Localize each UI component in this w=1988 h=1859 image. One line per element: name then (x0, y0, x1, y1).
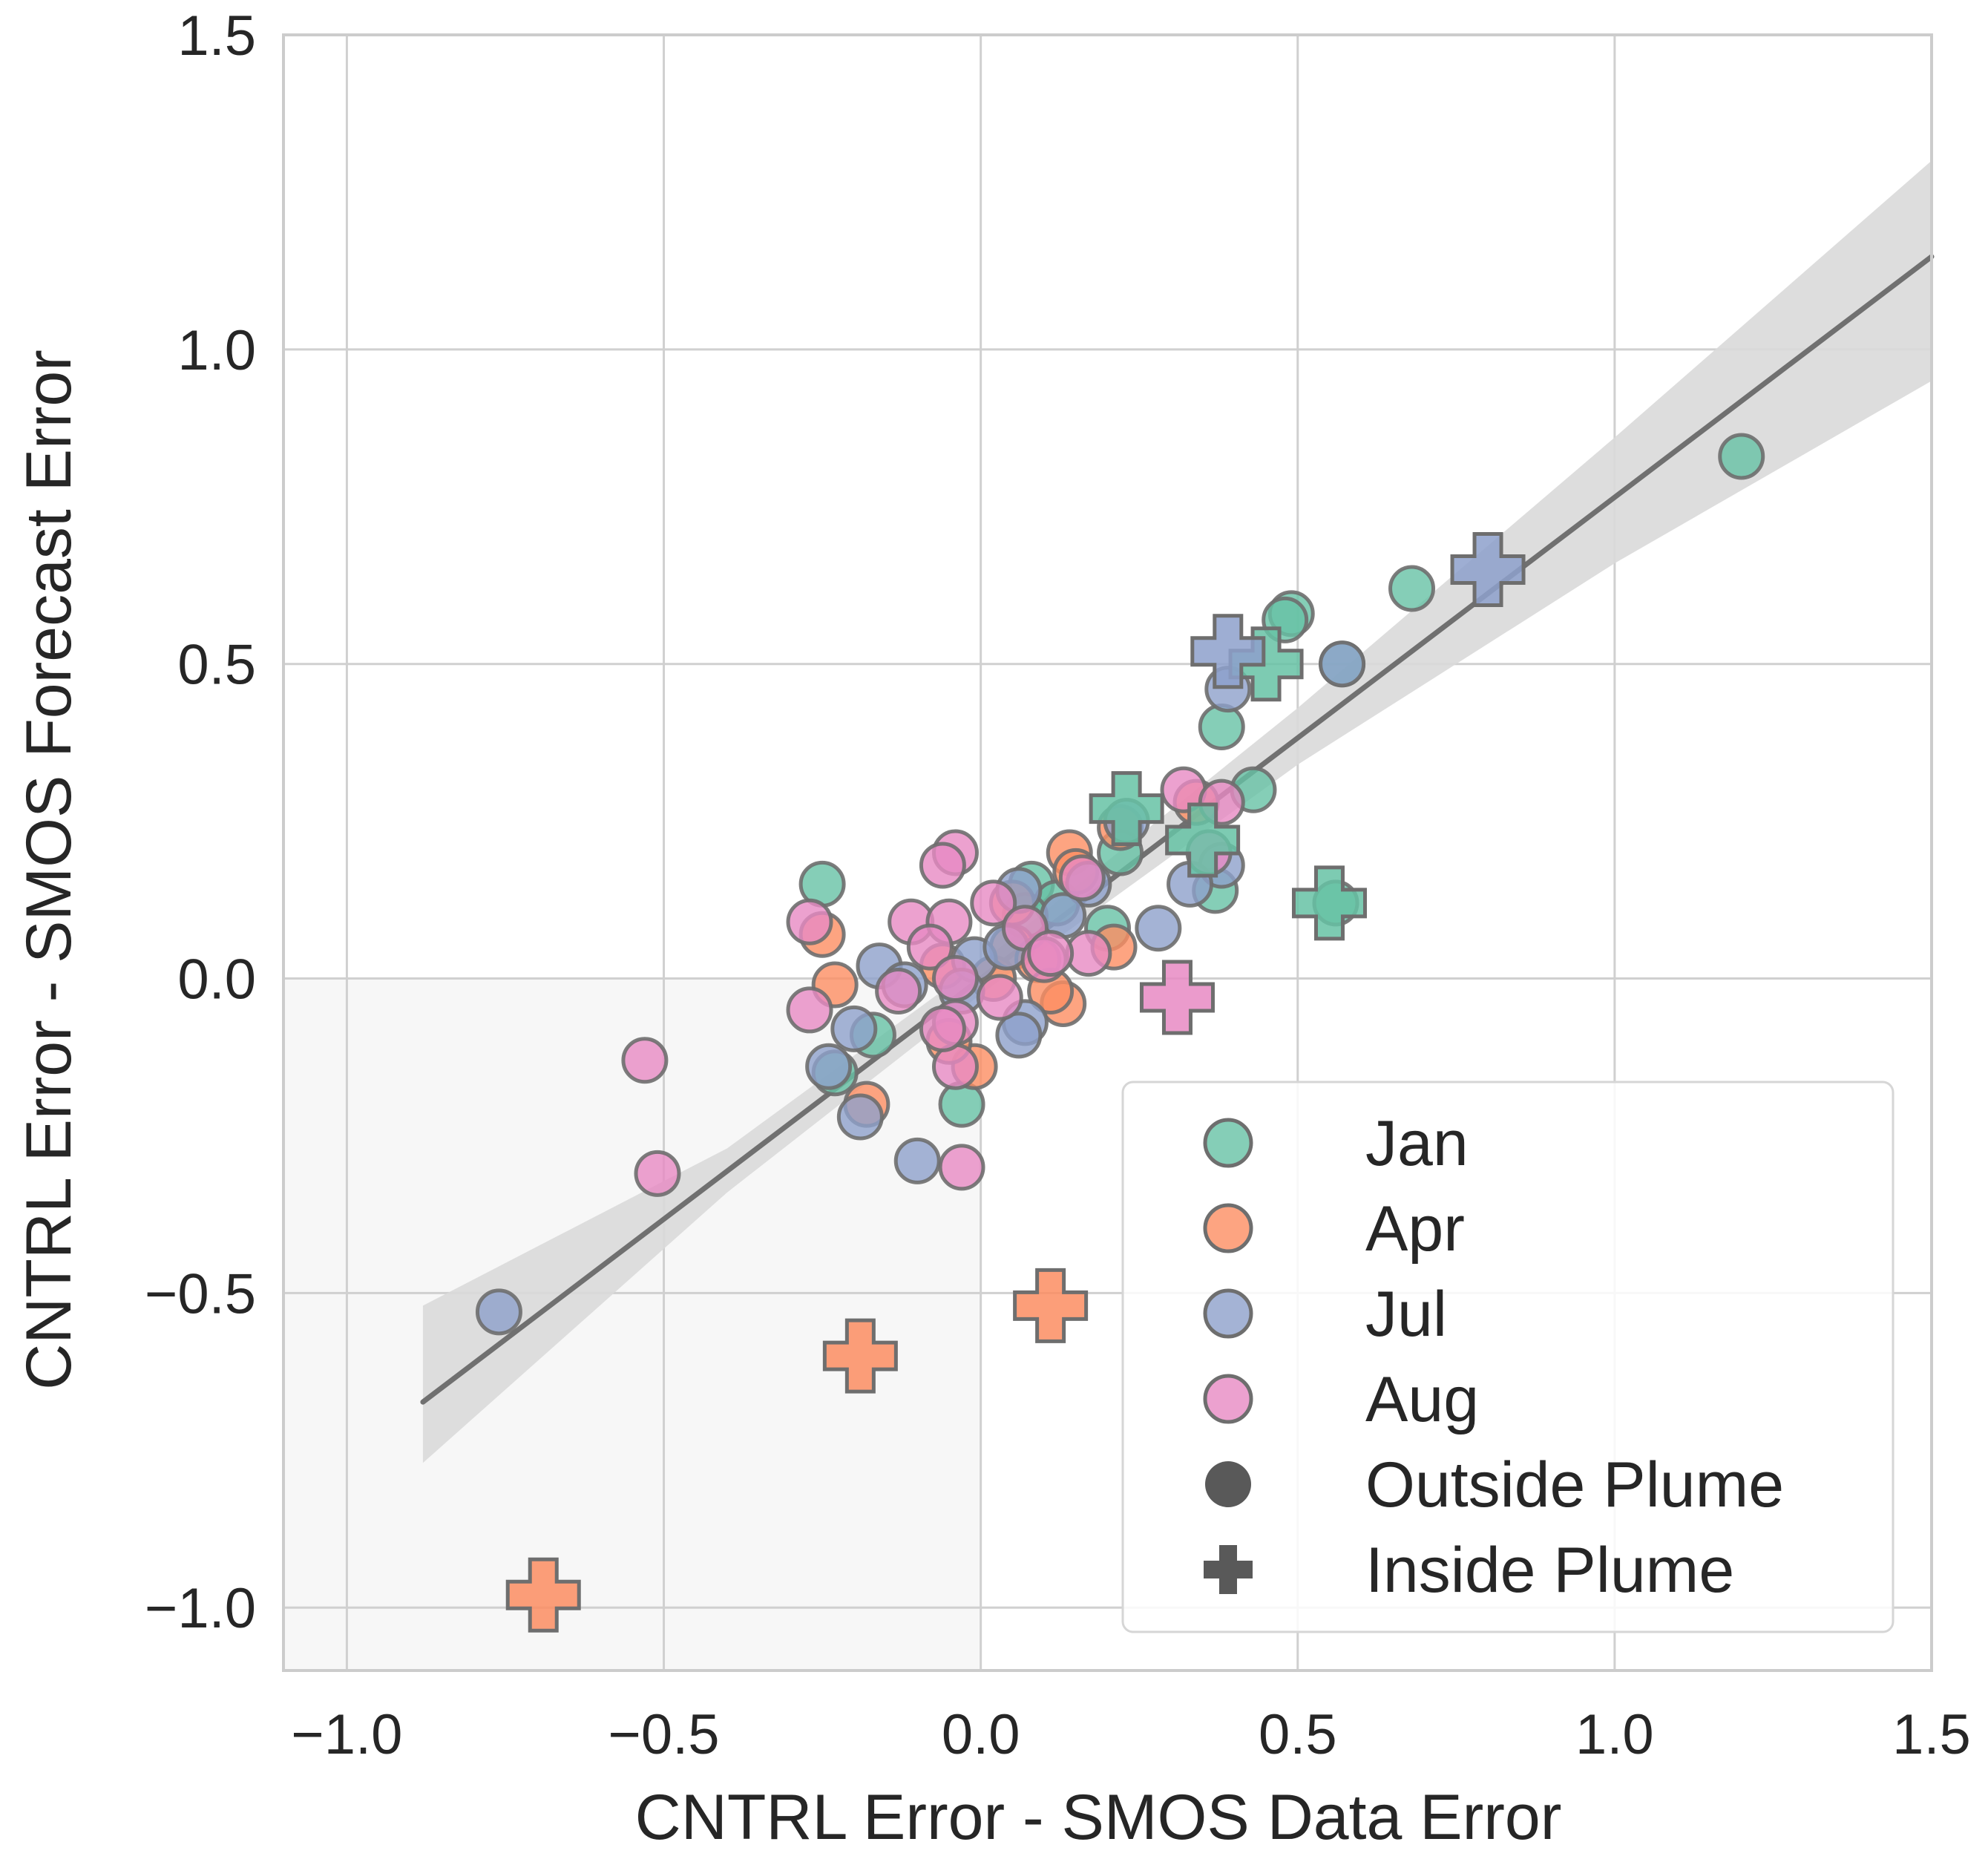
legend-marker-outside-plume (1205, 1461, 1251, 1507)
legend-label-aug: Aug (1365, 1364, 1479, 1435)
jan-inside-plume-marker-3 (1291, 865, 1367, 941)
jan-outside-point-0 (1718, 433, 1765, 480)
legend-marker-aug (1203, 1374, 1253, 1424)
legend-box (1121, 1081, 1894, 1633)
jul-outside-point-11 (836, 1093, 884, 1141)
aug-outside-point-21 (634, 1150, 681, 1197)
x-axis-label: CNTRL Error - SMOS Data Error (635, 1782, 1562, 1853)
x-tick-label-3: 0.5 (1259, 1703, 1337, 1766)
aug-outside-point-5 (1058, 854, 1106, 902)
y-tick-label-3: 0.5 (177, 634, 256, 697)
apr-inside-plume-marker-2 (505, 1557, 581, 1633)
jan-inside-plume-marker-1 (1089, 771, 1164, 847)
legend: Jan Apr Jul Aug Outside Plume Inside Plume (1121, 1081, 1894, 1633)
aug-inside-plume-marker-0 (1139, 960, 1215, 1035)
aug-outside-point-18 (976, 974, 1023, 1021)
aug-outside-point-16 (875, 967, 922, 1014)
legend-label-apr: Apr (1365, 1193, 1465, 1265)
aug-outside-point-20 (621, 1037, 669, 1084)
x-tick-label-1: −0.5 (608, 1703, 720, 1766)
shaded-quadrant (283, 978, 981, 1671)
jul-outside-point-17 (475, 1288, 522, 1336)
plot-frame (282, 33, 1933, 1672)
y-tick-label-2: 0.0 (177, 948, 256, 1012)
y-tick-labels: −1.0 −0.5 0.0 0.5 1.0 1.5 (145, 4, 256, 1640)
aug-outside-point-14 (931, 955, 979, 1003)
jul-outside-point-10 (830, 1005, 878, 1052)
aug-outside-point-6 (786, 898, 833, 945)
y-tick-label-4: 1.0 (177, 319, 256, 382)
y-tick-label-5: 1.5 (177, 4, 256, 68)
legend-label-inside-plume: Inside Plume (1365, 1535, 1734, 1606)
aug-outside-point-22 (938, 1144, 985, 1191)
y-tick-label-0: −1.0 (145, 1577, 256, 1640)
x-tick-labels: −1.0 −0.5 0.0 0.5 1.0 1.5 (291, 1703, 1970, 1766)
aug-outside-point-4 (919, 842, 966, 889)
jul-outside-point-15 (995, 1012, 1043, 1059)
aug-outside-point-15 (786, 986, 833, 1034)
apr-inside-plume-marker-1 (822, 1318, 898, 1394)
jan-outside-point-5 (1198, 703, 1245, 750)
jul-outside-point-4 (1135, 905, 1182, 952)
jul-inside-plume-marker-1 (1190, 614, 1266, 689)
jan-outside-point-1 (1388, 565, 1436, 612)
legend-marker-jan (1203, 1118, 1253, 1168)
apr-inside-plume-marker-0 (1013, 1268, 1089, 1343)
legend-marker-inside-plume (1204, 1545, 1253, 1594)
data-points (475, 433, 1765, 1633)
legend-label-outside-plume: Outside Plume (1365, 1449, 1784, 1521)
legend-label-jan: Jan (1365, 1108, 1469, 1179)
y-axis-label: CNTRL Error - SMOS Forecast Error (13, 350, 85, 1390)
aug-outside-point-7 (970, 879, 1017, 927)
legend-marker-jul (1203, 1288, 1253, 1339)
legend-marker-apr (1203, 1203, 1253, 1253)
x-tick-label-4: 1.0 (1575, 1703, 1654, 1766)
jul-outside-point-13 (893, 1137, 941, 1184)
aug-outside-point-23 (1027, 930, 1075, 977)
legend-label-jul: Jul (1365, 1279, 1447, 1350)
jul-outside-point-0 (1319, 640, 1366, 688)
aug-outside-point-11 (906, 923, 954, 971)
jul-inside-plume-marker-0 (1450, 532, 1526, 608)
aug-outside-point-24 (919, 1005, 966, 1052)
x-tick-label-0: −1.0 (291, 1703, 402, 1766)
jan-inside-plume-marker-2 (1165, 802, 1241, 878)
jul-outside-point-12 (805, 1043, 853, 1090)
x-tick-label-2: 0.0 (942, 1703, 1020, 1766)
x-tick-label-5: 1.5 (1892, 1703, 1971, 1766)
y-tick-label-1: −0.5 (145, 1262, 256, 1325)
axes-frame (282, 33, 1933, 1672)
